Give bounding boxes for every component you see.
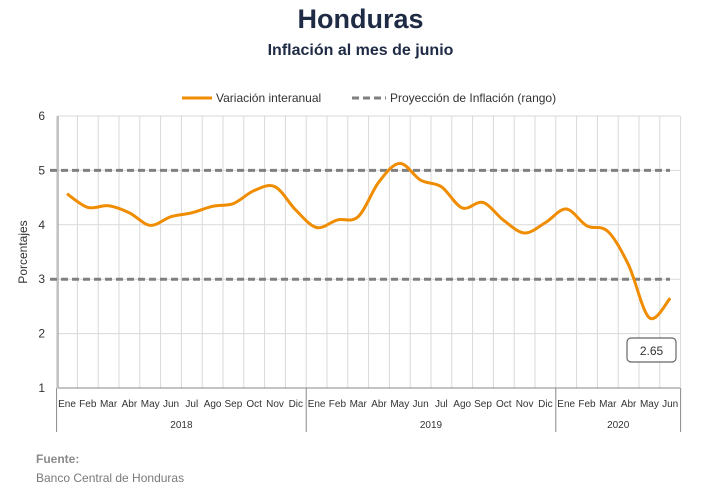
year-label: 2020 [607, 420, 630, 431]
legend-label-inflation: Variación interanual [216, 91, 321, 105]
x-tick-label: Dic [538, 399, 552, 410]
x-tick-label: Oct [246, 399, 262, 410]
x-tick-label: Feb [578, 399, 596, 410]
x-tick-label: Jun [662, 399, 678, 410]
x-tick-label: Abr [371, 399, 387, 410]
x-tick-label: Jun [413, 399, 429, 410]
x-tick-label: Ago [453, 399, 471, 410]
x-tick-label: Jun [163, 399, 179, 410]
source-label: Fuente: [36, 452, 80, 466]
x-tick-label: Oct [496, 399, 512, 410]
y-tick-label: 1 [38, 381, 45, 395]
x-tick-label: Mar [599, 399, 617, 410]
last-value-label: 2.65 [640, 344, 664, 358]
y-tick-label: 4 [38, 218, 45, 232]
x-tick-label: May [390, 399, 409, 410]
year-label: 2018 [170, 420, 193, 431]
inflation-series-line [66, 161, 672, 321]
x-tick-label: May [141, 399, 160, 410]
x-tick-label: Mar [350, 399, 368, 410]
x-tick-label: Mar [100, 399, 118, 410]
year-label: 2019 [420, 420, 443, 431]
x-tick-label: Ene [58, 399, 76, 410]
x-tick-label: Sep [225, 399, 243, 410]
y-axis-label: Porcentajes [16, 220, 30, 283]
last-value-callout [626, 337, 677, 363]
chart-title: Honduras [297, 4, 424, 34]
x-tick-label: Jul [185, 399, 198, 410]
x-tick-label: Nov [516, 399, 534, 410]
source-text: Banco Central de Honduras [36, 471, 185, 485]
x-tick-label: Abr [621, 399, 637, 410]
x-tick-label: May [640, 399, 659, 410]
x-tick-label: Dic [289, 399, 303, 410]
y-tick-label: 2 [38, 327, 45, 341]
legend-label-projection: Proyección de Inflación (rango) [390, 91, 556, 105]
y-tick-label: 5 [38, 163, 45, 177]
y-tick-label: 6 [38, 109, 45, 123]
chart-subtitle: Inflación al mes de junio [267, 42, 454, 59]
x-tick-label: Ene [308, 399, 326, 410]
x-tick-label: Feb [79, 399, 97, 410]
x-tick-label: Feb [329, 399, 347, 410]
x-tick-label: Nov [266, 399, 284, 410]
y-tick-label: 3 [38, 272, 45, 286]
x-tick-label: Ago [204, 399, 222, 410]
x-tick-label: Abr [122, 399, 138, 410]
x-tick-label: Ene [557, 399, 575, 410]
x-tick-label: Sep [474, 399, 492, 410]
x-tick-label: Jul [435, 399, 448, 410]
